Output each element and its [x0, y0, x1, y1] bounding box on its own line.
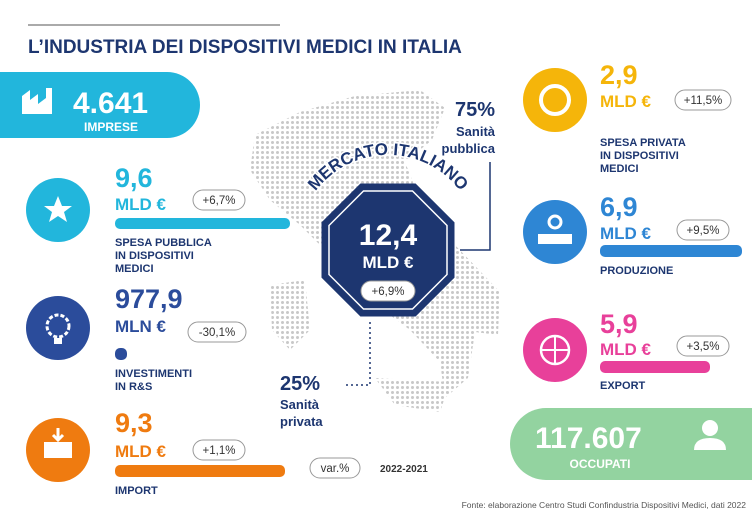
arrow-icon — [51, 428, 65, 443]
change-pill — [192, 439, 246, 461]
conveyor-icon — [538, 234, 572, 244]
market-change: +6,9% — [372, 286, 405, 298]
euro-icon — [539, 84, 571, 116]
indicator-unit: MLD € — [600, 340, 652, 359]
indicator-value: 9,6 — [115, 163, 153, 193]
imprese-label: IMPRESE — [84, 120, 138, 134]
private-share: 25% — [280, 373, 320, 395]
gear-icon — [547, 214, 563, 230]
star-icon — [44, 196, 72, 222]
bulb-base — [54, 338, 62, 344]
imprese-value: 4.641 — [73, 87, 148, 120]
indicator-change: +6,7% — [203, 195, 236, 207]
indicator-unit: MLD € — [115, 195, 167, 214]
change-pill — [360, 280, 416, 302]
market-value: 12,4 — [359, 219, 418, 252]
legend-period: 2022-2021 — [380, 464, 428, 475]
public-label: Sanità — [456, 124, 496, 139]
indicator-label: EXPORT — [600, 380, 646, 392]
market-unit: MLD € — [363, 253, 415, 272]
indicator-unit: MLD € — [600, 224, 652, 243]
occupati-value: 117.607 — [535, 422, 642, 455]
source: Fonte: elaborazione Centro Studi Confind… — [462, 500, 747, 510]
indicator-unit: MLD € — [600, 92, 652, 111]
indicator-label: INVESTIMENTI — [115, 368, 192, 380]
sicily — [375, 378, 450, 412]
icon-circle — [523, 68, 587, 132]
indicator-label: SPESA PRIVATA — [600, 137, 686, 149]
globe-lines — [541, 336, 569, 364]
indicator-bar — [115, 348, 127, 360]
change-pill — [192, 189, 246, 211]
indicator-bar — [115, 218, 290, 229]
indicator-change: +1,1% — [203, 445, 236, 457]
indicator-label: MEDICI — [115, 263, 154, 275]
icon-circle — [523, 200, 587, 264]
indicator-bar — [600, 361, 710, 373]
icon-circle — [26, 296, 90, 360]
indicator-change: +3,5% — [687, 341, 720, 353]
gear-icon — [45, 313, 71, 339]
occupati-label: OCCUPATI — [570, 457, 631, 471]
indicator-label: PRODUZIONE — [600, 265, 673, 277]
legend-pill — [309, 457, 361, 479]
indicator-label: IMPORT — [115, 485, 158, 497]
occupati-pill — [510, 408, 752, 480]
indicator-value: 5,9 — [600, 309, 638, 339]
private-label: privata — [280, 414, 323, 429]
factory-icon — [22, 88, 52, 114]
change-pill — [676, 335, 730, 357]
indicator-label: IN DISPOSITIVI — [115, 250, 194, 262]
indicator-change: +11,5% — [684, 95, 722, 107]
market-octagon — [321, 183, 455, 317]
person-body — [694, 438, 726, 450]
person-head — [702, 420, 718, 436]
indicator-change: +9,5% — [687, 225, 720, 237]
title: L’INDUSTRIA DEI DISPOSITIVI MEDICI IN IT… — [28, 37, 462, 58]
box-icon — [44, 442, 72, 458]
legend-label: var.% — [321, 463, 350, 475]
indicator-label: MEDICI — [600, 163, 639, 175]
public-label: pubblica — [442, 141, 496, 156]
indicator-bar — [115, 465, 285, 477]
indicator-value: 9,3 — [115, 408, 153, 438]
change-pill — [674, 89, 732, 111]
indicator-label: SPESA PUBBLICA — [115, 237, 212, 249]
public-share: 75% — [455, 99, 495, 121]
change-pill — [676, 219, 730, 241]
private-label: Sanità — [280, 397, 320, 412]
connector — [460, 162, 491, 251]
indicator-change: -30,1% — [199, 327, 235, 339]
change-pill — [187, 321, 247, 343]
indicator-label: IN DISPOSITIVI — [600, 150, 679, 162]
indicator-unit: MLD € — [115, 442, 167, 461]
indicator-value: 6,9 — [600, 192, 638, 222]
indicator-label: IN R&S — [115, 381, 152, 393]
indicator-bar — [600, 245, 742, 257]
octagon-border — [328, 190, 448, 310]
indicator-unit: MLN € — [115, 317, 167, 336]
connector — [345, 322, 371, 386]
indicator-value: 2,9 — [600, 60, 638, 90]
indicator-value: 977,9 — [115, 284, 183, 314]
sardinia — [270, 280, 310, 350]
